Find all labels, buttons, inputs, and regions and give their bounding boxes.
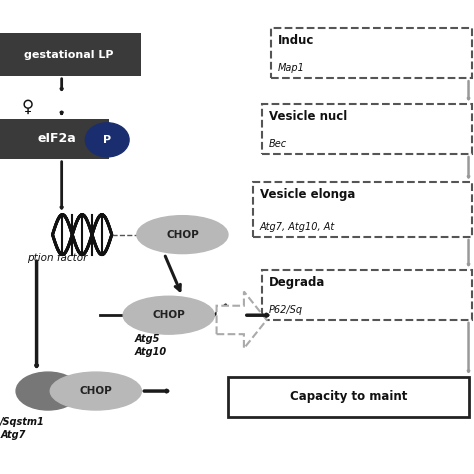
Text: eIF2a: eIF2a <box>38 132 76 145</box>
FancyBboxPatch shape <box>262 104 472 154</box>
Text: Degrada: Degrada <box>269 275 325 289</box>
Text: Vesicle elonga: Vesicle elonga <box>260 188 355 201</box>
Text: Map1: Map1 <box>278 63 305 73</box>
FancyBboxPatch shape <box>262 270 472 320</box>
Text: /Sqstm1
Atg7: /Sqstm1 Atg7 <box>0 417 45 440</box>
Ellipse shape <box>50 372 141 410</box>
Text: ption factor: ption factor <box>27 253 88 264</box>
Text: Vesicle nucl: Vesicle nucl <box>269 109 347 123</box>
Text: ♀: ♀ <box>21 98 34 116</box>
Text: Induc: Induc <box>278 34 314 47</box>
FancyBboxPatch shape <box>228 377 469 417</box>
FancyBboxPatch shape <box>0 33 141 76</box>
Text: Atg5
Atg10: Atg5 Atg10 <box>135 334 167 357</box>
Ellipse shape <box>123 296 214 334</box>
Text: Atg7, Atg10, At: Atg7, Atg10, At <box>260 221 335 232</box>
Ellipse shape <box>85 123 129 157</box>
Ellipse shape <box>137 216 228 254</box>
FancyBboxPatch shape <box>253 182 472 237</box>
Text: CHOP: CHOP <box>152 310 185 320</box>
Text: CHOP: CHOP <box>80 386 112 396</box>
Text: P62/Sq: P62/Sq <box>269 304 303 315</box>
Ellipse shape <box>16 372 80 410</box>
Text: Bec: Bec <box>269 138 287 149</box>
Text: gestational LP: gestational LP <box>24 49 113 60</box>
FancyBboxPatch shape <box>0 118 109 159</box>
FancyBboxPatch shape <box>271 28 472 78</box>
Text: P: P <box>103 135 111 145</box>
Polygon shape <box>217 292 267 348</box>
Text: CHOP: CHOP <box>166 229 199 240</box>
Text: Capacity to maint: Capacity to maint <box>290 391 407 403</box>
